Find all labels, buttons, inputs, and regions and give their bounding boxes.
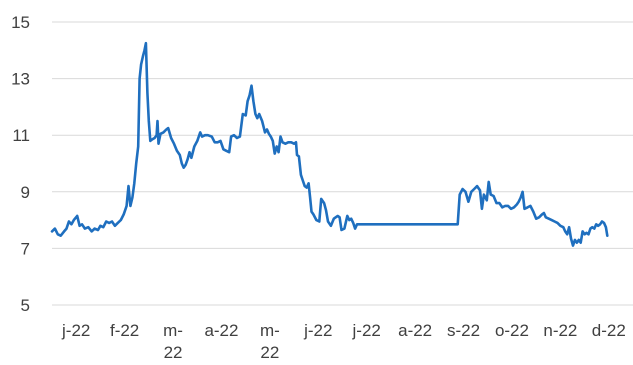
x-tick-label: f-22	[110, 321, 139, 340]
x-tick-label: j-22	[352, 321, 381, 340]
y-tick-label: 11	[12, 126, 30, 145]
x-tick-label: a-22	[204, 321, 238, 340]
x-tick-label: m-22	[260, 321, 280, 362]
series-line-0	[50, 41, 609, 247]
x-tick-label: o-22	[495, 321, 529, 340]
x-axis-labels: j-22 f-22 m-22 a-22 m-22 j-22 j-22 a-22 s-22 o-22…	[61, 321, 626, 362]
x-tick-label: s-22	[447, 321, 480, 340]
x-tick-label: j-22	[61, 321, 90, 340]
y-tick-label: 15	[11, 13, 30, 32]
gridlines	[52, 21, 633, 306]
x-tick-label: n-22	[543, 321, 577, 340]
y-axis-labels: 5 7 9 11 13 15	[11, 13, 30, 315]
x-tick-label: d-22	[592, 321, 626, 340]
y-tick-label: 5	[21, 296, 30, 315]
y-tick-label: 9	[21, 183, 30, 202]
y-tick-label: 13	[11, 70, 30, 89]
x-tick-label: m-22	[163, 321, 183, 362]
x-tick-label: j-22	[303, 321, 332, 340]
y-tick-label: 7	[21, 239, 30, 258]
series-group	[50, 41, 609, 247]
x-tick-label: a-22	[398, 321, 432, 340]
